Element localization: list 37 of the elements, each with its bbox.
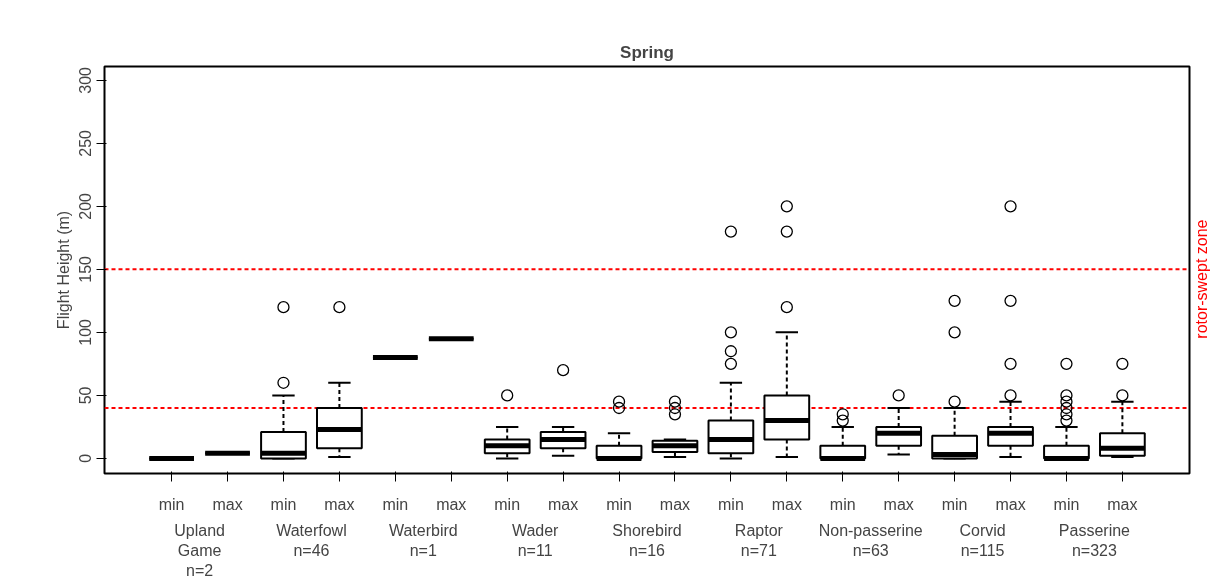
y-tick-label: 150 (77, 255, 95, 283)
x-tick-label: max (995, 495, 1026, 513)
text: Shorebird n=16 (612, 521, 682, 559)
x-tick-label: min (718, 495, 744, 513)
text: Corvid n=115 (959, 521, 1006, 559)
y-axis-title: Flight Height (m) (54, 210, 72, 330)
x-tick-label: min (941, 495, 968, 513)
x-tick-label: min (606, 495, 632, 513)
x-tick-label: max (547, 495, 579, 513)
text: rotor-swept zone (1193, 219, 1210, 339)
x-tick-label: min (1053, 495, 1080, 513)
y-tick-label: 200 (77, 192, 95, 220)
x-tick-label: max (659, 495, 691, 513)
text: Upland Game n=2 (174, 521, 225, 580)
x-tick-label: max (436, 495, 467, 513)
x-tick-label: max (324, 495, 355, 513)
text: Raptor n=71 (734, 521, 784, 559)
text: Non-passerine n=63 (818, 521, 923, 559)
y-tick-label: 250 (77, 129, 95, 157)
x-tick-label: min (494, 495, 521, 513)
y-tick-label: 300 (77, 66, 95, 94)
x-tick-label: min (382, 495, 409, 513)
y-tick-label: 100 (77, 318, 95, 346)
x-tick-label: max (1107, 495, 1138, 513)
y-tick-label: 50 (77, 386, 95, 405)
chart-title: Spring (620, 42, 674, 62)
text: Wader n=11 (511, 521, 560, 559)
text: Waterfowl n=46 (276, 521, 347, 559)
y-tick-label: 0 (77, 453, 95, 463)
x-tick-label: min (829, 495, 856, 513)
text: Waterbird n=1 (388, 521, 458, 559)
x-tick-label: max (212, 495, 243, 513)
x-tick-label: min (270, 495, 297, 513)
x-tick-label: max (771, 495, 802, 513)
x-tick-label: min (158, 495, 185, 513)
text: Passerine n=323 (1058, 521, 1131, 559)
x-tick-label: max (883, 495, 914, 513)
